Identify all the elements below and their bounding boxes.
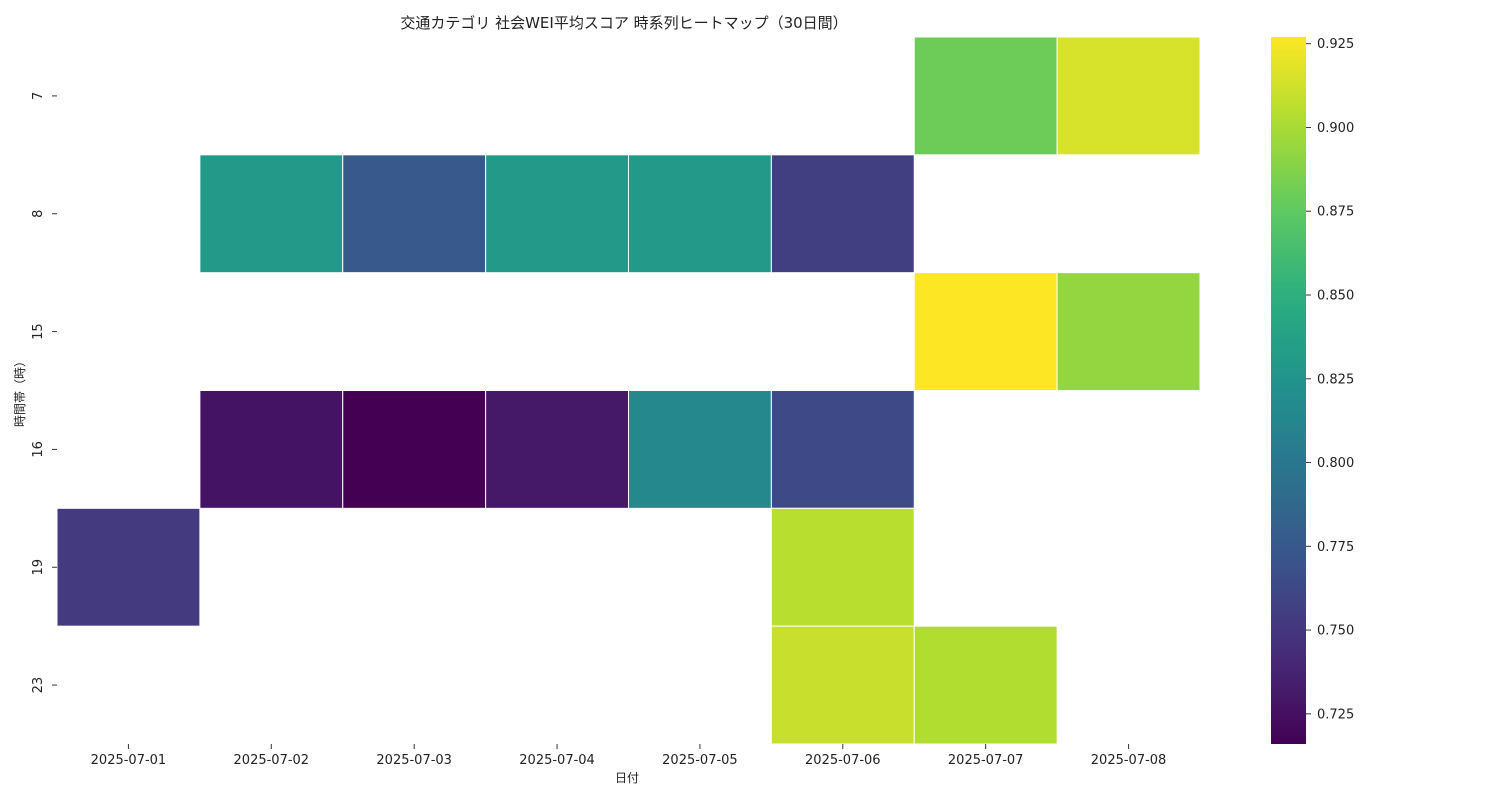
colorbar-ticks: 0.725 0.750 0.775 0.800 0.825 0.850 0.875 0.900… <box>1306 37 1354 722</box>
heatmap-cell <box>342 154 487 274</box>
colorbar-tick-label: 0.775 <box>1317 540 1354 555</box>
heatmap-cell <box>199 154 344 274</box>
chart-title: 交通カテゴリ 社会WEI平均スコア 時系列ヒートマップ（30日間） <box>400 14 847 32</box>
x-tick-label: 2025-07-02 <box>234 753 310 768</box>
heatmap-cell <box>770 507 915 627</box>
colorbar-tick-label: 0.850 <box>1317 289 1354 304</box>
colorbar-tick-label: 0.825 <box>1317 372 1354 387</box>
heatmap-cell <box>770 390 915 509</box>
heatmap-cell <box>770 625 915 745</box>
x-tick-label: 2025-07-08 <box>1091 753 1167 768</box>
x-axis: 2025-07-01 2025-07-02 2025-07-03 2025-07-04… <box>91 744 1167 768</box>
heatmap-cell <box>56 507 201 627</box>
colorbar-tick-label: 0.875 <box>1317 205 1354 220</box>
heatmap-cell <box>913 272 1058 391</box>
colorbar-tick-label: 0.725 <box>1317 707 1354 722</box>
heatmap-cell <box>485 390 629 509</box>
y-tick-label: 19 <box>31 559 46 576</box>
y-tick-label: 8 <box>31 210 46 218</box>
heatmap-cell <box>770 154 915 274</box>
heatmap-cell <box>913 625 1058 745</box>
heatmap-cell <box>485 154 629 274</box>
heatmap-cell <box>628 154 772 274</box>
heatmap-cell <box>342 390 487 509</box>
x-tick-label: 2025-07-03 <box>376 753 452 768</box>
heatmap-cell <box>1056 272 1201 391</box>
heatmap-cell <box>628 390 772 509</box>
colorbar-tick-label: 0.925 <box>1317 37 1354 52</box>
heatmap-cell <box>913 36 1058 156</box>
colorbar <box>1271 37 1306 744</box>
x-tick-label: 2025-07-01 <box>91 753 167 768</box>
x-axis-title: 日付 <box>615 771 639 785</box>
y-axis: 7 8 15 16 19 23 <box>31 92 57 694</box>
x-tick-label: 2025-07-07 <box>948 753 1024 768</box>
y-tick-label: 15 <box>31 323 46 340</box>
colorbar-tick-label: 0.750 <box>1317 624 1354 639</box>
y-axis-title: 時間帯（時） <box>13 355 27 427</box>
x-tick-label: 2025-07-05 <box>662 753 738 768</box>
colorbar-tick-label: 0.900 <box>1317 121 1354 136</box>
heatmap-cell <box>199 390 344 509</box>
colorbar-tick-label: 0.800 <box>1317 456 1354 471</box>
y-tick-label: 16 <box>31 441 46 458</box>
x-tick-label: 2025-07-06 <box>805 753 881 768</box>
heatmap-cell <box>1056 36 1201 156</box>
heatmap-cells <box>56 36 1201 745</box>
y-tick-label: 7 <box>31 92 46 100</box>
y-tick-label: 23 <box>31 677 46 694</box>
x-tick-label: 2025-07-04 <box>519 753 595 768</box>
